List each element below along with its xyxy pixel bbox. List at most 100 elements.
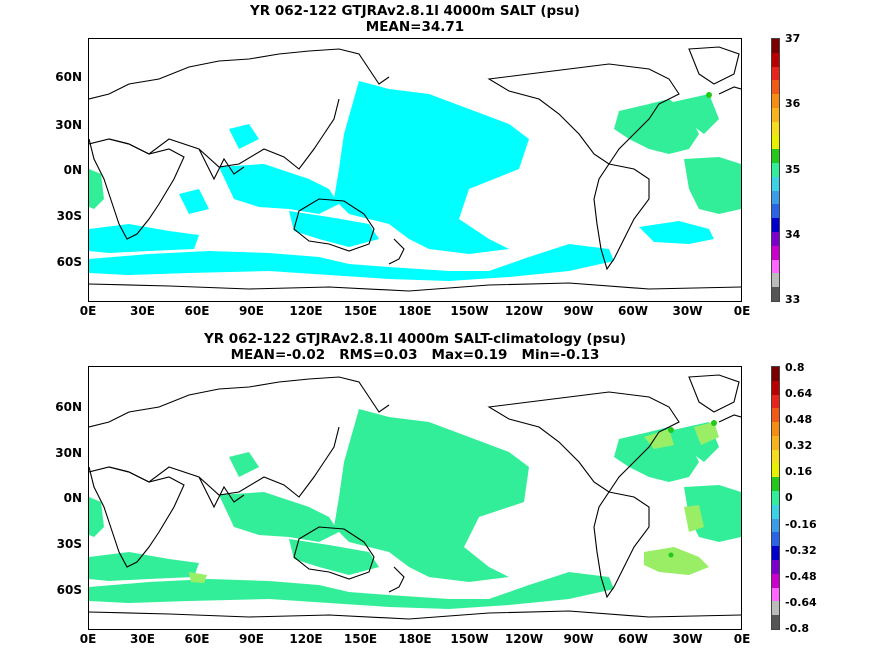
panel1-lon-label: 150W bbox=[450, 304, 489, 318]
panel1-lon-label: 180E bbox=[398, 304, 432, 318]
panel1-lon-label: 150E bbox=[343, 304, 378, 318]
colorbar-swatch bbox=[772, 435, 779, 450]
panel2-lon-label: 60W bbox=[618, 632, 648, 646]
colorbar-swatch bbox=[772, 135, 779, 150]
colorbar-swatch bbox=[772, 394, 779, 409]
panel1-salinity-field bbox=[89, 81, 741, 281]
colorbar-swatch bbox=[772, 259, 779, 274]
panel2-lat-label-30s: 30S bbox=[56, 537, 82, 551]
colorbar-swatch bbox=[772, 380, 779, 395]
colorbar-swatch bbox=[772, 107, 779, 122]
panel1-lon-label: 30E bbox=[130, 304, 155, 318]
panel1-colorbar-label: 33 bbox=[785, 293, 801, 306]
panel2-lat-label-30n: 30N bbox=[55, 446, 82, 460]
panel2-colorbar-label: -0.32 bbox=[785, 544, 817, 557]
panel2-lon-label: 90W bbox=[563, 632, 594, 646]
panel2-lon-label: 180E bbox=[398, 632, 432, 646]
panel2-colorbar-label: 0.16 bbox=[785, 465, 813, 478]
colorbar-swatch bbox=[772, 39, 779, 53]
panel2-anomaly-field bbox=[89, 409, 741, 609]
panel2-lon-label: 120W bbox=[504, 632, 544, 646]
panel1-lon-label: 90W bbox=[563, 304, 594, 318]
colorbar-swatch bbox=[772, 231, 779, 246]
colorbar-swatch bbox=[772, 163, 779, 177]
panel1-title-line2: MEAN=34.71 bbox=[365, 19, 465, 35]
panel2-lat-label-60n: 60N bbox=[55, 400, 82, 414]
panel2-lon-label: 150W bbox=[450, 632, 489, 646]
panel2-colorbar-label: -0.64 bbox=[785, 596, 817, 609]
colorbar-swatch bbox=[772, 80, 779, 95]
panel1-colorbar-label: 35 bbox=[785, 163, 801, 176]
panel2-lon-label: 120E bbox=[289, 632, 323, 646]
panel1-title-line1: YR 062-122 GTJRAv2.8.1l 4000m SALT (psu) bbox=[250, 3, 580, 19]
colorbar-swatch bbox=[772, 218, 779, 232]
panel1-lat-label-30n: 30N bbox=[55, 118, 82, 132]
panel2-map-svg bbox=[89, 374, 741, 620]
panel2-colorbar-label: -0.16 bbox=[785, 518, 817, 531]
panel2-title-line2: MEAN=-0.02 RMS=0.03 Max=0.19 Min=-0.13 bbox=[230, 347, 600, 363]
panel2-coastlines bbox=[89, 374, 741, 620]
panel2-colorbar-label: 0.48 bbox=[785, 413, 813, 426]
panel2-lon-label: 0E bbox=[733, 632, 751, 646]
colorbar-swatch bbox=[772, 546, 779, 560]
colorbar-swatch bbox=[772, 422, 779, 436]
panel2-lat-label-0n: 0N bbox=[63, 491, 82, 505]
panel1-lon-label: 90E bbox=[239, 304, 264, 318]
colorbar-swatch bbox=[772, 601, 779, 616]
panel1-colorbar-label: 37 bbox=[785, 32, 801, 45]
panel2-lon-label: 150E bbox=[343, 632, 378, 646]
colorbar-swatch bbox=[772, 504, 779, 519]
colorbar-swatch bbox=[772, 449, 779, 464]
colorbar-swatch bbox=[772, 491, 779, 505]
panel1-map-svg bbox=[89, 46, 741, 292]
colorbar-swatch bbox=[772, 245, 779, 260]
panel2-colorbar-label: 0.32 bbox=[785, 439, 813, 452]
panel1-lat-label-30s: 30S bbox=[56, 209, 82, 223]
colorbar-swatch bbox=[772, 94, 779, 108]
colorbar-swatch bbox=[772, 273, 779, 288]
panel1-lon-label: 60E bbox=[184, 304, 210, 318]
colorbar-swatch bbox=[772, 176, 779, 191]
panel1-colorbar-label: 34 bbox=[785, 228, 801, 241]
panel1-lat-label-0n: 0N bbox=[63, 163, 82, 177]
colorbar-swatch bbox=[772, 121, 779, 136]
colorbar-swatch bbox=[772, 573, 779, 588]
panel1-lon-label: 120E bbox=[289, 304, 323, 318]
colorbar-swatch bbox=[772, 559, 779, 574]
panel2-colorbar-label: 0.8 bbox=[785, 361, 805, 374]
panel2-colorbar bbox=[771, 366, 780, 630]
panel2-lon-label: 0E bbox=[79, 632, 97, 646]
panel2-lon-label: 30E bbox=[130, 632, 155, 646]
colorbar-swatch bbox=[772, 477, 779, 492]
panel2-title-line1: YR 062-122 GTJRAv2.8.1l 4000m SALT-clima… bbox=[203, 331, 627, 347]
panel1-lon-label: 120W bbox=[504, 304, 544, 318]
panel2-lon-label: 90E bbox=[239, 632, 264, 646]
panel1-lon-label: 60W bbox=[618, 304, 648, 318]
colorbar-swatch bbox=[772, 463, 779, 478]
panel1-lat-label-60s: 60S bbox=[56, 255, 82, 269]
panel2-colorbar-label: -0.8 bbox=[785, 622, 810, 635]
panel1-lon-label: 30W bbox=[672, 304, 703, 318]
colorbar-swatch bbox=[772, 149, 779, 164]
panel1-lat-label-60n: 60N bbox=[55, 70, 82, 84]
colorbar-swatch bbox=[772, 587, 779, 602]
panel2-lat-label-60s: 60S bbox=[56, 583, 82, 597]
panel2-colorbar-label: 0 bbox=[785, 491, 793, 504]
panel2-lon-label: 30W bbox=[672, 632, 703, 646]
panel1-lon-label: 0E bbox=[79, 304, 97, 318]
colorbar-swatch bbox=[772, 408, 779, 423]
colorbar-swatch bbox=[772, 190, 779, 205]
panel2-colorbar-label: 0.64 bbox=[785, 387, 813, 400]
colorbar-swatch bbox=[772, 66, 779, 81]
colorbar-swatch bbox=[772, 204, 779, 219]
panel1-colorbar bbox=[771, 38, 780, 302]
panel2-colorbar-label: -0.48 bbox=[785, 570, 817, 583]
colorbar-swatch bbox=[772, 532, 779, 547]
panel1-map bbox=[88, 38, 742, 302]
panel2-map bbox=[88, 366, 742, 630]
colorbar-swatch bbox=[772, 615, 779, 629]
panel1-lon-label: 0E bbox=[733, 304, 751, 318]
colorbar-swatch bbox=[772, 518, 779, 533]
colorbar-swatch bbox=[772, 52, 779, 67]
colorbar-swatch bbox=[772, 367, 779, 381]
